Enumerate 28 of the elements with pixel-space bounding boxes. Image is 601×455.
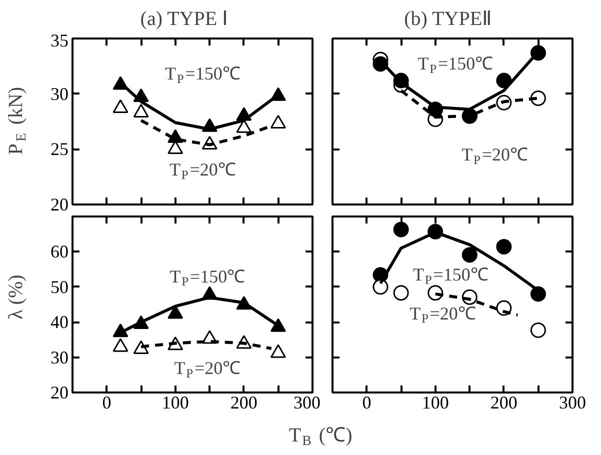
point <box>530 286 546 302</box>
point <box>393 285 409 301</box>
x-tick-label: 0 <box>362 392 372 412</box>
y-tick-label: 20 <box>50 194 68 214</box>
point <box>372 279 388 295</box>
y-tick-label: 20 <box>50 382 68 402</box>
y-tick-label: 50 <box>50 276 68 297</box>
point <box>462 247 478 263</box>
point <box>496 239 512 255</box>
chart-title: (a) TYPE Ⅰ <box>140 8 228 30</box>
x-tick-label: 0 <box>102 392 112 412</box>
y-tick-label: 30 <box>50 84 68 104</box>
y-tick-label: 25 <box>50 139 68 160</box>
x-tick-label: 100 <box>422 392 449 412</box>
x-tick-label: 300 <box>559 392 586 412</box>
y-tick-label: 35 <box>50 30 68 50</box>
y-tick-label: 40 <box>50 312 68 332</box>
y-tick-label: 30 <box>50 347 68 368</box>
y-axis-title: PE (kN) <box>4 86 30 155</box>
x-tick-label: 200 <box>490 392 518 412</box>
y-axis-title: λ (%) <box>4 274 27 320</box>
chart-title: (b) TYPEⅡ <box>404 8 492 30</box>
x-tick-label: 100 <box>162 392 189 412</box>
point <box>393 222 409 238</box>
point <box>530 322 546 338</box>
x-tick-label: 200 <box>230 392 258 412</box>
x-tick-label: 300 <box>294 392 320 412</box>
y-tick-label: 60 <box>50 242 68 262</box>
